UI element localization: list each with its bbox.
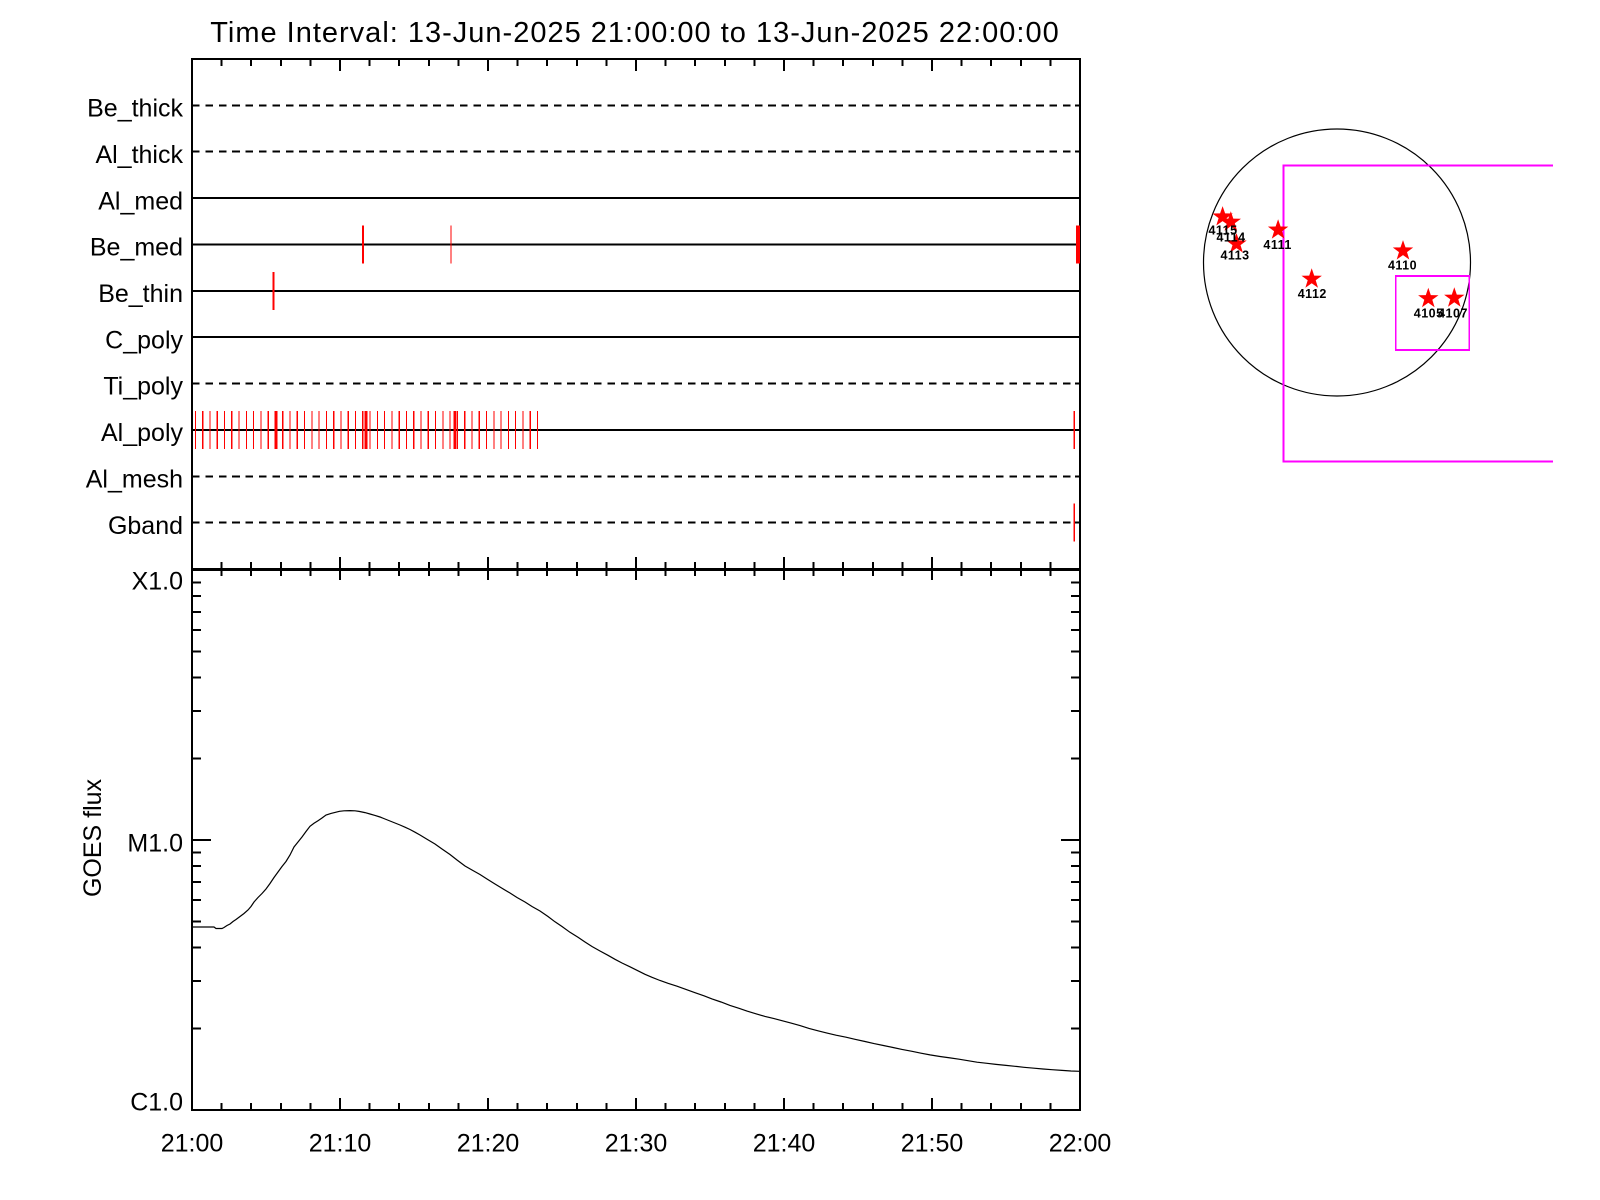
- svg-text:21:30: 21:30: [605, 1130, 668, 1158]
- svg-text:Al_mesh: Al_mesh: [86, 466, 183, 494]
- svg-text:22:00: 22:00: [1049, 1130, 1112, 1158]
- svg-text:Ti_poly: Ti_poly: [103, 373, 183, 401]
- svg-text:4112: 4112: [1298, 287, 1327, 301]
- svg-text:Al_poly: Al_poly: [101, 419, 183, 447]
- svg-text:Be_thick: Be_thick: [87, 95, 183, 123]
- svg-text:4113: 4113: [1220, 249, 1249, 263]
- svg-text:4115: 4115: [1208, 224, 1237, 238]
- svg-text:Be_med: Be_med: [90, 234, 183, 262]
- svg-text:21:50: 21:50: [901, 1130, 964, 1158]
- svg-text:X1.0: X1.0: [132, 568, 183, 596]
- svg-text:4107: 4107: [1438, 306, 1468, 320]
- svg-text:21:10: 21:10: [309, 1130, 372, 1158]
- svg-text:Time Interval: 13-Jun-2025 21:: Time Interval: 13-Jun-2025 21:00:00 to 1…: [210, 17, 1060, 49]
- svg-text:GOES flux: GOES flux: [79, 778, 107, 897]
- svg-text:Al_thick: Al_thick: [95, 141, 183, 169]
- svg-text:21:20: 21:20: [457, 1130, 520, 1158]
- svg-text:Be_thin: Be_thin: [98, 280, 183, 308]
- svg-text:4105: 4105: [1414, 306, 1444, 320]
- svg-text:M1.0: M1.0: [127, 830, 183, 858]
- svg-text:21:00: 21:00: [161, 1130, 224, 1158]
- svg-text:Al_med: Al_med: [98, 187, 183, 215]
- svg-text:C1.0: C1.0: [130, 1089, 183, 1117]
- svg-text:Gband: Gband: [108, 512, 183, 540]
- svg-text:4114: 4114: [1216, 231, 1245, 245]
- svg-text:C_poly: C_poly: [105, 326, 183, 354]
- svg-text:4111: 4111: [1263, 238, 1291, 252]
- svg-text:4110: 4110: [1388, 259, 1417, 273]
- svg-text:21:40: 21:40: [753, 1130, 816, 1158]
